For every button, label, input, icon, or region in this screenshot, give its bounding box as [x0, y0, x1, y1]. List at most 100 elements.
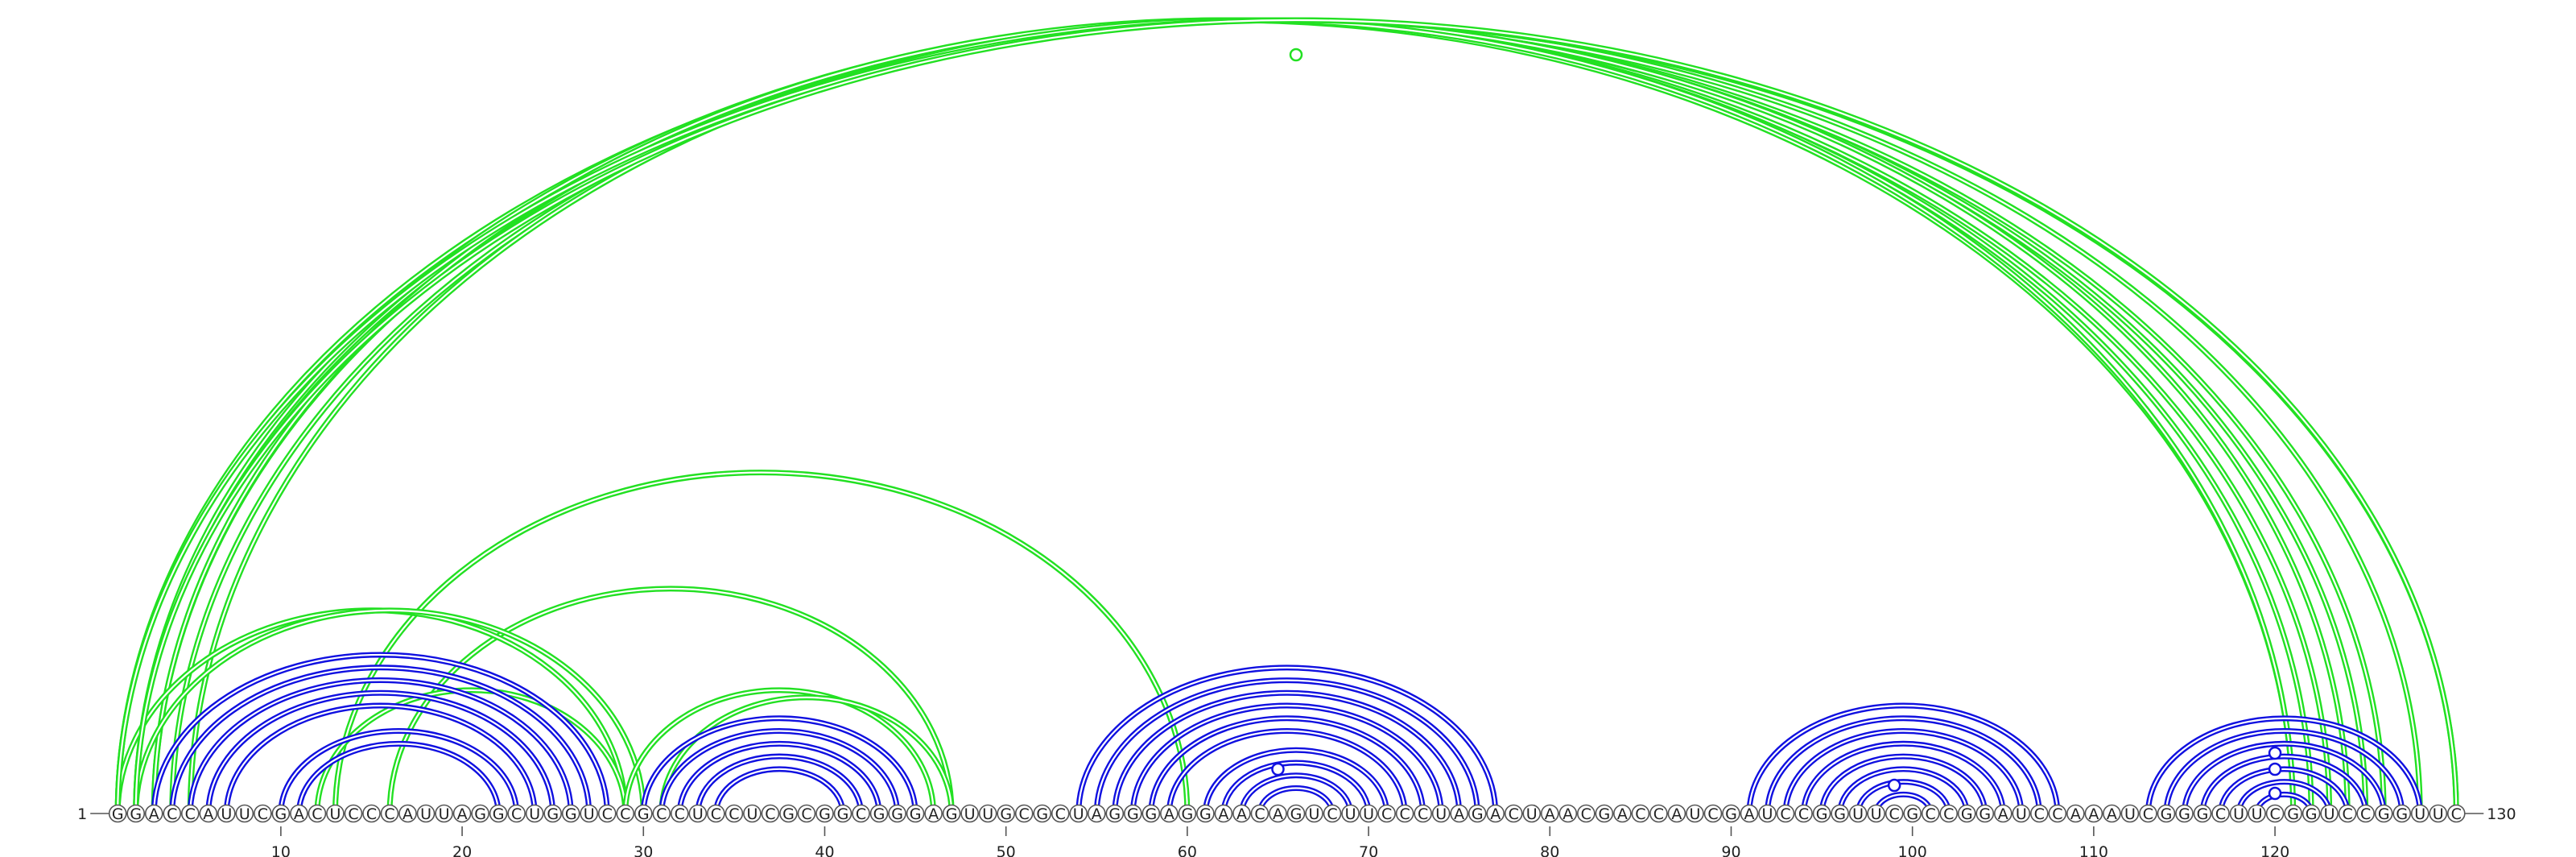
nucleotide-53: C [1051, 804, 1070, 823]
nucleotide-61: G [1196, 804, 1215, 823]
blue-arc-marker-1 [1887, 778, 1901, 793]
nucleotide-circle [1740, 804, 1759, 823]
nucleotide-33: U [688, 804, 708, 823]
nucleotide-circle [1341, 804, 1360, 823]
nucleotide-circle [1540, 804, 1559, 823]
nucleotide-letter: U [2324, 805, 2335, 823]
green-pair-arc-gap-3-121 [153, 19, 2294, 814]
blue-pair-arc-gap-31-44 [660, 730, 898, 814]
nucleotide-letter: C [2143, 805, 2153, 823]
nucleotide-letter: G [1816, 805, 1828, 823]
nucleotide-circle [2066, 804, 2085, 823]
nucleotide-letter: U [529, 805, 540, 823]
nucleotide-circle [1069, 804, 1088, 823]
nucleotide-circle [1214, 804, 1233, 823]
nucleotide-circle [1395, 804, 1414, 823]
nucleotide-circle [2284, 804, 2302, 823]
axis-tick-label-110: 110 [2079, 843, 2108, 857]
nucleotide-117: C [2211, 804, 2230, 823]
axis-tick-label-50: 50 [997, 843, 1016, 857]
nucleotide-letter: U [221, 805, 232, 823]
nucleotide-circle [1305, 804, 1323, 823]
nucleotide-letter: C [2269, 805, 2280, 823]
nucleotide-87: A [1667, 804, 1686, 823]
nucleotide-circle [1250, 804, 1269, 823]
nucleotide-circle [452, 804, 472, 823]
nucleotide-letter: G [891, 805, 903, 823]
nucleotide-circle [471, 804, 489, 823]
nucleotide-57: G [1124, 804, 1142, 823]
nucleotide-letter: C [1399, 805, 1410, 823]
blue-pair-arc-91-108 [1746, 702, 2061, 814]
nucleotide-48: U [960, 804, 979, 823]
blue-pair-arc-gap-118-123 [2237, 780, 2330, 814]
nucleotide-letter: A [1617, 805, 1628, 823]
nucleotide-30: G [634, 804, 653, 823]
green-pair-arc-gap-12-29 [316, 689, 626, 814]
nucleotide-73: C [1414, 804, 1432, 823]
blue-pair-arc-gap-95-104 [1820, 755, 1986, 814]
nucleotide-letter: C [765, 805, 775, 823]
nucleotide-102: C [1939, 804, 1959, 823]
nucleotide-circle [344, 804, 363, 823]
nucleotide-circle [1377, 804, 1396, 823]
nucleotide-16: C [380, 804, 399, 823]
nucleotide-circle [797, 804, 816, 823]
nucleotide-circle [960, 804, 979, 823]
nucleotide-1: G [108, 804, 127, 823]
nucleotide-circle [1504, 804, 1523, 823]
nucleotide-78: C [1504, 804, 1523, 823]
nucleotide-27: U [580, 804, 599, 823]
nucleotide-42: C [852, 804, 870, 823]
nucleotide-letter: G [1906, 805, 1918, 823]
nucleotide-letter: U [420, 805, 431, 823]
nucleotide-circle [1141, 804, 1161, 823]
nucleotide-letter: U [982, 805, 993, 823]
nucleotide-letter: G [1145, 805, 1157, 823]
axis-tick-label-60: 60 [1178, 843, 1197, 857]
position-axis: 10 20 30 40 50 60 70 80 90 100 110 120 [271, 826, 2289, 857]
nucleotide-letter: C [258, 805, 268, 823]
nucleotide-letter: G [2306, 805, 2318, 823]
axis-tick-label-120: 120 [2260, 843, 2289, 857]
nucleotide-38: G [779, 804, 798, 823]
nucleotide-letter: C [1798, 805, 1809, 823]
nucleotide-circle [1431, 804, 1451, 823]
nucleotide-130: C [2446, 804, 2466, 823]
nucleotide-56: G [1105, 804, 1125, 823]
sequence-start-label: 1 [77, 805, 87, 823]
nucleotide-letter: C [1926, 805, 1936, 823]
nucleotide-circle [1124, 804, 1142, 823]
nucleotide-letter: G [1199, 805, 1212, 823]
nucleotide-letter: U [692, 805, 704, 823]
blue-pair-arc-gap-114-127 [2165, 730, 2403, 814]
nucleotide-letter: A [2088, 805, 2099, 823]
nucleotide-letter: G [782, 805, 795, 823]
nucleotide-letter: C [675, 805, 685, 823]
axis-tick-label-80: 80 [1540, 843, 1559, 857]
nucleotide-21: G [471, 804, 489, 823]
nucleotide-letter: C [511, 805, 522, 823]
blue-arc-marker-0 [1271, 762, 1285, 776]
blue-pair-arc-gap-117-124 [2219, 768, 2349, 814]
green-pair-arc-3-122 [151, 17, 2314, 814]
nucleotide-letter: C [856, 805, 866, 823]
nucleotide-circle [2048, 804, 2067, 823]
nucleotide-circle [1522, 804, 1542, 823]
nucleotide-letter: G [638, 805, 650, 823]
blue-pair-arc-gap-115-126 [2183, 743, 2385, 814]
nucleotide-23: C [507, 804, 526, 823]
blue-pair-arc-gap-97-102 [1857, 780, 1950, 814]
blue-pair-arc-gap-63-69 [1241, 774, 1352, 814]
nucleotide-letter: C [2215, 805, 2226, 823]
nucleotide-letter: C [1381, 805, 1392, 823]
nucleotide-letter: G [873, 805, 886, 823]
nucleotide-letter: C [1780, 805, 1790, 823]
nucleotide-120: C [2265, 804, 2285, 823]
nucleotide-letter: U [2414, 805, 2425, 823]
blue-pair-arc-gap-55-76 [1096, 679, 1479, 814]
nucleotide-circle [254, 804, 272, 823]
nucleotide-letter: G [1472, 805, 1484, 823]
nucleotide-circle [1450, 804, 1468, 823]
nucleotide-circle [362, 804, 381, 823]
